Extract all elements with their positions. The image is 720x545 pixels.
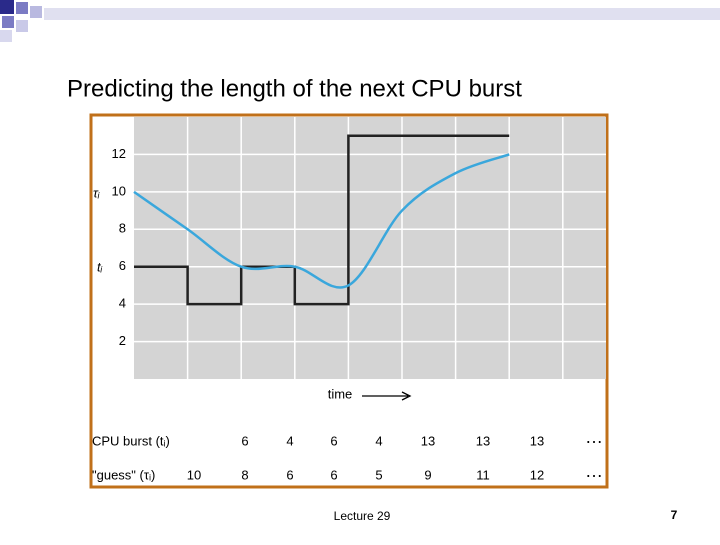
table-value: 6: [330, 467, 337, 482]
page-number: 7: [671, 508, 678, 522]
table-value: 4: [375, 433, 382, 448]
y-tick-label: 12: [112, 146, 126, 161]
y-tick-label: 10: [112, 183, 126, 198]
table-value: 10: [187, 467, 201, 482]
table-value: 12: [530, 467, 544, 482]
y-tick-label: 2: [119, 333, 126, 348]
table-value: 11: [476, 467, 490, 482]
table-row-label: CPU burst (tᵢ): [92, 433, 170, 448]
continuation: …: [585, 461, 603, 481]
table-value: 13: [421, 433, 435, 448]
table-value: 4: [286, 433, 293, 448]
step-line: [134, 134, 510, 306]
y-tick-label: 4: [119, 296, 126, 311]
continuation: …: [585, 427, 603, 447]
plot-area: [134, 117, 606, 379]
table-value: 13: [530, 433, 544, 448]
table-value: 13: [476, 433, 490, 448]
series-axis-label: tᵢ: [97, 259, 103, 274]
table-value: 9: [424, 467, 431, 482]
table-value: 6: [241, 433, 248, 448]
table-value: 8: [241, 467, 248, 482]
time-arrow: [362, 391, 412, 401]
slide-title: Predicting the length of the next CPU bu…: [67, 75, 522, 102]
y-tick-label: 6: [119, 258, 126, 273]
footer: Lecture 29: [334, 509, 391, 523]
x-axis-label: time: [328, 386, 353, 401]
corner-decoration: [0, 0, 720, 42]
table-value: 6: [286, 467, 293, 482]
series-axis-label: τᵢ: [93, 185, 100, 200]
y-tick-label: 8: [119, 221, 126, 236]
guess-curve: [133, 153, 510, 289]
table-row-label: "guess" (τᵢ): [92, 467, 155, 482]
table-value: 6: [330, 433, 337, 448]
table-value: 5: [375, 467, 382, 482]
